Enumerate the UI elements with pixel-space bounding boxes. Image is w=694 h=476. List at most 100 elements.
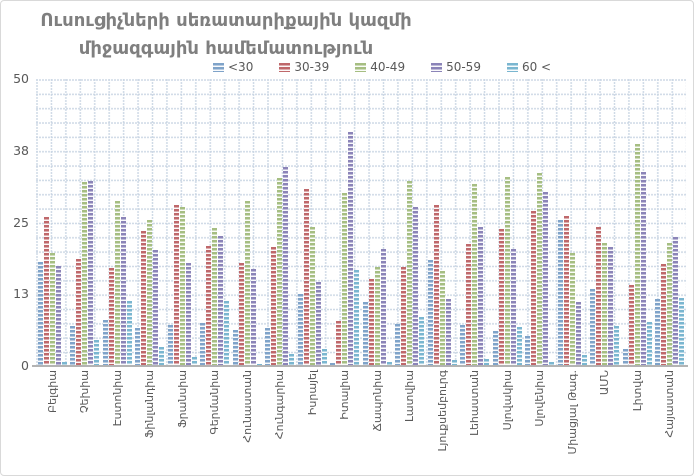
bar (374, 267, 380, 366)
bar (315, 282, 321, 366)
legend-swatch (279, 62, 291, 72)
y-axis-label: 25 (13, 214, 29, 230)
x-axis-label-cell: Լիտվա (621, 370, 654, 472)
x-axis-label-cell: ԱՄՆ (589, 370, 622, 472)
x-axis-label: Հունգարիա (273, 370, 287, 440)
bar (362, 301, 368, 366)
legend-item: <30 (213, 60, 253, 74)
bar (646, 321, 652, 366)
bar-group (394, 79, 427, 366)
bar (498, 229, 504, 366)
x-axis-label: Սլովենիա (533, 370, 547, 427)
y-axis-label: 50 (13, 71, 29, 86)
x-axis-label-cell: Իսրայել (296, 370, 329, 472)
bar (679, 297, 685, 366)
legend: <30 30-39 40-49 50-59 60 < (213, 60, 551, 74)
bar (185, 263, 191, 366)
y-axis-label: 0 (21, 358, 29, 373)
bar (433, 205, 439, 366)
bar (537, 172, 543, 366)
bar-group (69, 79, 102, 366)
bar (563, 215, 569, 366)
bar (265, 327, 271, 366)
x-axis-label-cell: Բելգիա (36, 370, 69, 472)
bar (55, 266, 61, 366)
bar (354, 270, 360, 366)
x-axis-label: Իսրայել (305, 370, 319, 416)
bar (504, 177, 510, 366)
legend-swatch (506, 62, 518, 72)
x-axis-label: Իտալիա (338, 370, 352, 420)
bar (581, 355, 587, 366)
bar (460, 325, 466, 366)
x-axis-label: Ֆինլանդիա (143, 370, 157, 439)
bar-group (101, 79, 134, 366)
bar (380, 248, 386, 366)
bar (37, 261, 43, 366)
bar (602, 242, 608, 366)
bar-group (491, 79, 524, 366)
bar (614, 325, 620, 366)
x-axis-label: Ճապոնիա (370, 370, 384, 432)
bar-group (361, 79, 394, 366)
bar-group (426, 79, 459, 366)
bar-group (264, 79, 297, 366)
bar (297, 293, 303, 366)
bar-group (621, 79, 654, 366)
y-axis-label: 38 (13, 142, 29, 158)
bar (439, 270, 445, 366)
bar (94, 339, 100, 366)
legend-swatch (355, 62, 367, 72)
x-axis-label-cell: Սլովենիա (524, 370, 557, 472)
chart-title-line1: Ուսուցիչների սեռատարիքային կազմի (40, 10, 412, 31)
bar (108, 268, 114, 366)
bar (640, 172, 646, 366)
bar (153, 249, 159, 366)
bar (206, 245, 212, 366)
bar (590, 288, 596, 366)
bar-group (329, 79, 362, 366)
x-axis-labels: Բելգիա Չեխիա Էստոնիա Ֆինլանդիա Ֆրանսիա Գերման… (36, 370, 686, 472)
legend-label: 30-39 (294, 60, 330, 74)
bar-groups (36, 79, 686, 366)
x-axis-label: Ֆրանսիա (175, 370, 189, 429)
bar (608, 246, 614, 366)
legend-item: 60 < (506, 60, 551, 74)
bar (407, 181, 413, 366)
x-axis-label-cell: Միացյալ Թագ. (556, 370, 589, 472)
bar (289, 353, 295, 366)
x-axis-label-cell: Լեհաստան (459, 370, 492, 472)
bar (271, 246, 277, 366)
bar (569, 252, 575, 366)
bar (173, 205, 179, 366)
bar (224, 301, 230, 366)
bar (200, 323, 206, 366)
chart-title: Ուսուցիչների սեռատարիքային կազմի միջազգա… (11, 7, 441, 63)
bar (238, 263, 244, 366)
x-axis-label: Լեհաստան (468, 370, 482, 436)
bar-group (296, 79, 329, 366)
x-axis-label: Լիտվա (630, 370, 644, 412)
legend-label: <30 (228, 60, 254, 74)
bar-group (231, 79, 264, 366)
bar (492, 331, 498, 366)
bar (120, 216, 126, 366)
x-axis-label-cell: Լյուքսեմբուրգ (426, 370, 459, 472)
x-axis-label: Հունաստան (240, 370, 254, 443)
bar (557, 220, 563, 366)
bar (667, 242, 673, 366)
legend-item: 30-39 (279, 60, 329, 74)
bar (147, 219, 153, 366)
bar (634, 143, 640, 366)
x-axis-label-cell: Էստոնիա (101, 370, 134, 472)
bar (386, 362, 392, 366)
bar (277, 178, 283, 366)
bar (478, 227, 484, 366)
bar (191, 357, 197, 366)
x-axis-label-cell: Ճապոնիա (361, 370, 394, 472)
x-axis-label-cell: Իտալիա (329, 370, 362, 472)
x-axis-label-cell: Հունգարիա (264, 370, 297, 472)
bar (49, 252, 55, 366)
bar (43, 216, 49, 366)
